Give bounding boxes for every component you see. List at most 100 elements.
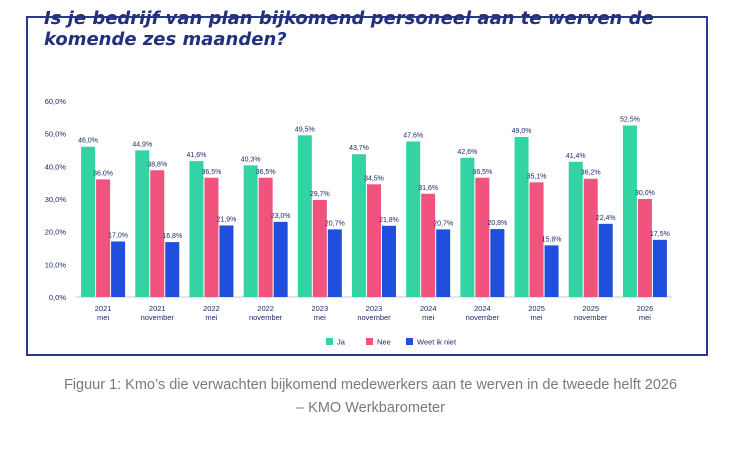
bar-nee xyxy=(637,199,652,297)
legend-swatch xyxy=(326,338,333,345)
legend-label: Nee xyxy=(377,338,391,347)
data-label: 16,8% xyxy=(162,233,182,240)
data-label: 22,4% xyxy=(596,215,616,222)
y-tick-label: 0,0% xyxy=(49,293,66,302)
x-tick-period: mei xyxy=(530,313,542,322)
x-tick-year: 2022 xyxy=(257,304,274,313)
y-tick-label: 50,0% xyxy=(45,130,67,139)
y-tick-label: 40,0% xyxy=(45,162,67,171)
bar-weet-ik-niet xyxy=(598,223,613,297)
bar-weet-ik-niet xyxy=(382,225,396,297)
bar-chart: 0,0% 10,0% 20,0% 30,0% 40,0% 50,0% 60,0% 46,0%… xyxy=(45,97,672,347)
bar-ja xyxy=(568,161,583,297)
data-label: 35,1% xyxy=(527,173,547,180)
data-label: 36,5% xyxy=(256,169,276,176)
bar-nee xyxy=(150,170,165,297)
x-tick-period: november xyxy=(574,313,608,322)
chart-title: Is je bedrijf van plan bijkomend persone… xyxy=(44,8,654,50)
legend-label: Ja xyxy=(337,338,346,347)
x-tick-year: 2023 xyxy=(311,304,328,313)
x-tick-year: 2024 xyxy=(474,304,491,313)
x-tick-year: 2021 xyxy=(149,304,166,313)
caption-line-1: Figuur 1: Kmo’s die verwachten bijkomend… xyxy=(63,377,678,393)
bar-nee xyxy=(583,178,598,297)
bar-nee xyxy=(204,177,219,297)
bar-nee xyxy=(421,193,436,297)
data-label: 52,5% xyxy=(620,117,640,124)
bar-weet-ik-niet xyxy=(327,229,342,297)
bar-nee xyxy=(529,182,544,297)
bar-weet-ik-niet xyxy=(436,229,451,297)
bar-ja xyxy=(297,135,312,297)
data-label: 41,6% xyxy=(187,152,207,159)
x-tick-period: november xyxy=(141,313,175,322)
bar-weet-ik-niet xyxy=(273,221,288,297)
bar-weet-ik-niet xyxy=(544,245,559,297)
bar-weet-ik-niet xyxy=(219,225,234,297)
data-label: 20,8% xyxy=(487,220,507,227)
data-label: 23,0% xyxy=(271,213,291,220)
bar-ja xyxy=(135,150,150,297)
data-label: 46,0% xyxy=(78,138,98,145)
bar-nee xyxy=(258,177,273,297)
data-label: 38,8% xyxy=(147,161,167,168)
bar-nee xyxy=(367,184,381,297)
y-tick-label: 60,0% xyxy=(45,97,67,106)
data-label: 20,7% xyxy=(433,220,453,227)
data-label: 49,5% xyxy=(295,126,315,133)
data-label: 36,5% xyxy=(472,169,492,176)
bar-ja xyxy=(352,154,366,297)
data-label: 17,5% xyxy=(650,231,670,238)
x-tick-period: mei xyxy=(422,313,434,322)
bar-ja xyxy=(622,125,637,297)
data-label: 36,2% xyxy=(581,170,601,177)
x-tick-period: mei xyxy=(314,313,326,322)
data-label: 47,6% xyxy=(403,133,423,140)
data-label: 36,5% xyxy=(202,169,222,176)
x-tick-year: 2025 xyxy=(582,304,599,313)
bar-weet-ik-niet xyxy=(111,241,126,297)
data-label: 41,4% xyxy=(566,153,586,160)
legend-swatch xyxy=(366,338,373,345)
data-label: 34,5% xyxy=(364,175,384,182)
bar-nee xyxy=(475,177,490,297)
data-label: 42,6% xyxy=(457,149,477,156)
data-label: 44,9% xyxy=(132,141,152,148)
data-label: 43,7% xyxy=(349,145,369,152)
legend-swatch xyxy=(406,338,413,345)
data-label: 21,8% xyxy=(379,217,399,224)
data-label: 17,0% xyxy=(108,232,128,239)
x-tick-year: 2024 xyxy=(420,304,437,313)
x-tick-year: 2025 xyxy=(528,304,545,313)
x-tick-period: november xyxy=(466,313,500,322)
bar-ja xyxy=(406,141,421,297)
legend-label: Weet ik niet xyxy=(417,338,457,347)
bar-ja xyxy=(243,165,258,297)
bar-nee xyxy=(96,179,111,297)
data-label: 31,6% xyxy=(418,185,438,192)
data-label: 21,9% xyxy=(217,216,237,223)
data-label: 30,0% xyxy=(635,190,655,197)
x-tick-year: 2022 xyxy=(203,304,220,313)
bar-ja xyxy=(189,161,204,297)
y-tick-label: 10,0% xyxy=(45,260,67,269)
x-tick-period: november xyxy=(249,313,283,322)
caption-line-2: – KMO Werkbarometer xyxy=(296,400,445,416)
bar-nee xyxy=(312,199,327,297)
data-label: 15,8% xyxy=(542,236,562,243)
bar-ja xyxy=(460,157,475,297)
x-tick-year: 2023 xyxy=(366,304,383,313)
data-label: 36,0% xyxy=(93,170,113,177)
x-tick-year: 2026 xyxy=(637,304,654,313)
data-label: 29,7% xyxy=(310,191,330,198)
data-label: 20,7% xyxy=(325,220,345,227)
bar-ja xyxy=(81,146,96,297)
data-label: 49,0% xyxy=(512,128,532,135)
figure-caption: Figuur 1: Kmo’s die verwachten bijkomend… xyxy=(0,374,741,420)
bar-weet-ik-niet xyxy=(652,239,667,297)
x-tick-period: mei xyxy=(97,313,109,322)
x-tick-year: 2021 xyxy=(95,304,112,313)
y-tick-label: 30,0% xyxy=(45,195,67,204)
y-tick-label: 20,0% xyxy=(45,228,67,237)
x-tick-period: mei xyxy=(639,313,651,322)
